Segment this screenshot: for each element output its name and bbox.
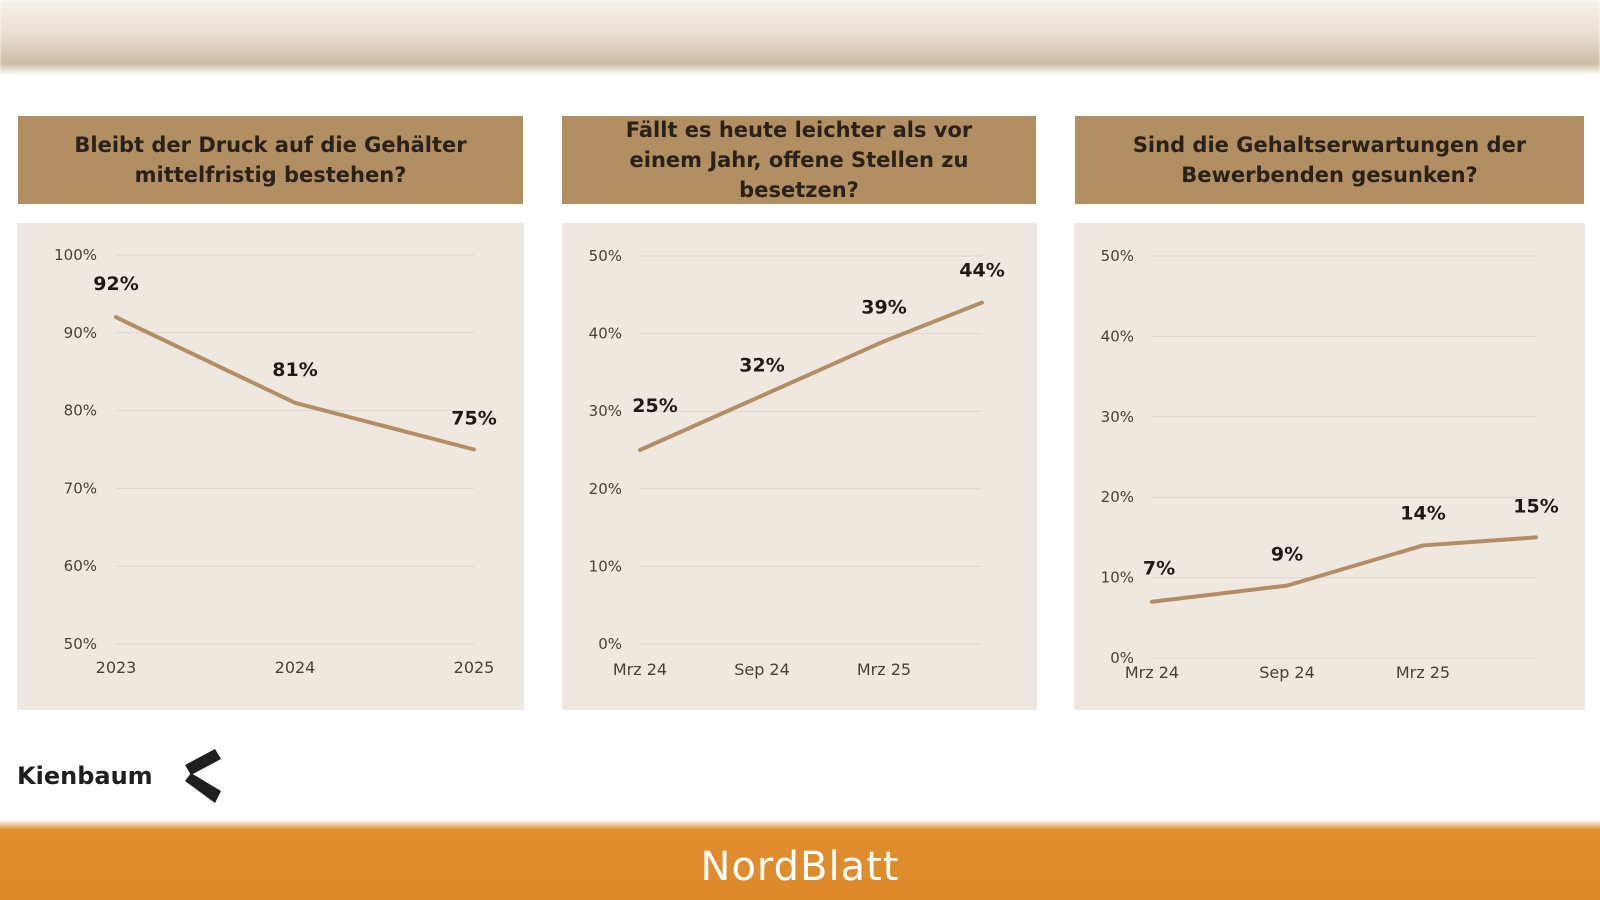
logo-text: Kienbaum	[17, 762, 153, 790]
data-label: 32%	[739, 355, 784, 377]
chart-3-header: Sind die Gehaltserwartungen der Bewerben…	[1075, 116, 1584, 204]
x-tick-label: 2025	[454, 658, 495, 677]
x-tick-label: Mrz 24	[613, 660, 667, 679]
y-tick-label: 20%	[1101, 488, 1134, 506]
x-tick-label: Sep 24	[734, 660, 790, 679]
data-label: 75%	[451, 408, 496, 430]
data-label: 44%	[959, 260, 1004, 282]
y-tick-label: 40%	[589, 325, 622, 343]
x-tick-label: Mrz 24	[1125, 663, 1179, 682]
series-line	[114, 315, 476, 452]
chart-1-header: Bleibt der Druck auf die Gehälter mittel…	[18, 116, 523, 204]
y-tick-label: 30%	[1101, 408, 1134, 426]
y-tick-label: 50%	[64, 635, 97, 653]
top-image-strip	[0, 0, 1600, 75]
y-tick-label: 0%	[1110, 649, 1134, 667]
data-label: 81%	[272, 359, 317, 381]
chart-2-panel: 0% 10% 20% 30% 40% 50% Mrz 24 Sep 24 Mrz 25 25% 32…	[562, 223, 1037, 710]
x-tick-label: Mrz 25	[1396, 663, 1450, 682]
y-tick-label: 70%	[64, 479, 97, 497]
series-line	[1150, 535, 1538, 604]
data-label: 25%	[632, 395, 677, 417]
y-tick-label: 40%	[1101, 327, 1134, 345]
kienbaum-logo: Kienbaum	[17, 749, 223, 803]
data-label: 39%	[861, 296, 906, 318]
y-tick-label: 50%	[589, 247, 622, 265]
data-label: 14%	[1400, 502, 1445, 524]
publication-name: NordBlatt	[700, 844, 900, 890]
kienbaum-chevron-icon	[184, 749, 221, 803]
y-tick-label: 60%	[64, 557, 97, 575]
chart-3-svg: 0% 10% 20% 30% 40% 50% Mrz 24 Sep 24 Mrz 25 7% 9% 1…	[1101, 247, 1559, 682]
y-tick-label: 50%	[1101, 247, 1134, 265]
chart-3-panel: 0% 10% 20% 30% 40% 50% Mrz 24 Sep 24 Mrz 25 7% 9% 1…	[1074, 223, 1585, 710]
chart-2-header: Fällt es heute leichter als vor einem Ja…	[562, 116, 1036, 204]
y-tick-label: 90%	[64, 324, 97, 342]
x-tick-label: Sep 24	[1259, 663, 1315, 682]
y-tick-label: 100%	[54, 246, 97, 264]
x-tick-label: 2023	[96, 658, 137, 677]
y-tick-label: 80%	[64, 402, 97, 420]
chart-3-title: Sind die Gehaltserwartungen der Bewerben…	[1132, 133, 1527, 187]
y-tick-label: 30%	[589, 402, 622, 420]
data-label: 92%	[93, 273, 138, 295]
x-tick-label: Mrz 25	[857, 660, 911, 679]
y-tick-label: 10%	[1101, 569, 1134, 587]
data-label: 15%	[1513, 495, 1558, 517]
chart-2-svg: 0% 10% 20% 30% 40% 50% Mrz 24 Sep 24 Mrz 25 25% 32…	[589, 247, 1005, 679]
x-tick-label: 2024	[275, 658, 316, 677]
y-tick-label: 10%	[589, 557, 622, 575]
series-line	[638, 300, 984, 452]
y-tick-label: 20%	[589, 480, 622, 498]
chart-1-title: Bleibt der Druck auf die Gehälter mittel…	[74, 133, 467, 187]
publication-footer: NordBlatt	[0, 820, 1600, 900]
chart-1-panel: 50% 60% 70% 80% 90% 100% 2023 2024 2025 92% 81% 75%	[17, 223, 524, 710]
data-label: 9%	[1271, 544, 1303, 566]
y-tick-label: 0%	[598, 635, 622, 653]
data-label: 7%	[1143, 558, 1175, 580]
chart-1-svg: 50% 60% 70% 80% 90% 100% 2023 2024 2025 92% 81% 75%	[54, 246, 497, 677]
chart-2-title: Fällt es heute leichter als vor einem Ja…	[625, 118, 973, 202]
